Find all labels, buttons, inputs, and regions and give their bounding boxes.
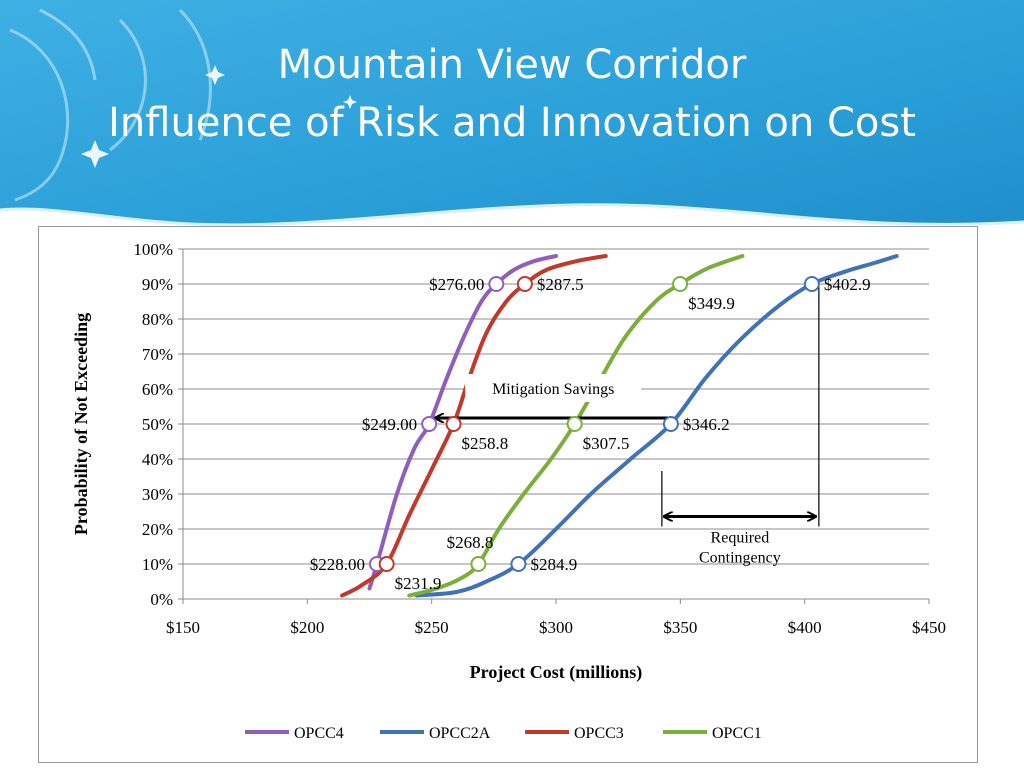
data-label: $258.8 — [462, 434, 509, 453]
x-tick-label: $450 — [912, 618, 946, 637]
y-tick-label: 0% — [150, 590, 173, 609]
x-tick-label: $200 — [290, 618, 324, 637]
slide-header-background — [0, 0, 1024, 227]
x-tick-label: $250 — [415, 618, 449, 637]
data-label: $349.9 — [688, 294, 735, 313]
marker-opcc3 — [445, 416, 462, 432]
slide-title-line-2: Influence of Risk and Innovation on Cost — [108, 100, 916, 146]
y-tick-label: 70% — [142, 345, 173, 364]
marker-opcc3 — [516, 276, 533, 292]
y-tick-label: 100% — [133, 240, 173, 259]
data-label: $284.9 — [530, 555, 577, 574]
y-tick-label: 30% — [142, 485, 173, 504]
x-tick-label: $150 — [166, 618, 200, 637]
series-line-opcc4 — [367, 254, 558, 591]
required-contingency-label-line-1: Required — [711, 530, 770, 547]
y-tick-label: 20% — [142, 520, 173, 539]
required-contingency-label-line-2: Contingency — [699, 550, 781, 567]
marker-opcc2a — [803, 276, 820, 292]
y-tick-label: 80% — [142, 310, 173, 329]
chart: 0% 10% 20% 30% 40% 50% 60% 70% 80% 90% 100% $150 $20… — [71, 240, 946, 742]
mitigation-savings-label: Mitigation Savings — [492, 381, 614, 398]
data-label: $276.00 — [429, 275, 484, 294]
legend-label-opcc3: OPCC3 — [574, 725, 624, 742]
x-axis-title: Project Cost (millions) — [470, 662, 643, 683]
data-label: $268.8 — [447, 533, 494, 552]
y-tick-label: 60% — [142, 380, 173, 399]
data-label: $346.2 — [683, 415, 730, 434]
slide-title-line-1: Mountain View Corridor — [277, 42, 747, 88]
data-label: $307.5 — [583, 434, 630, 453]
y-tick-label: 40% — [142, 450, 173, 469]
x-tick-label: $300 — [539, 618, 573, 637]
mitigation-savings-box — [465, 374, 642, 402]
marker-opcc1 — [566, 416, 583, 432]
legend-label-opcc1: OPCC1 — [712, 725, 762, 742]
data-label: $402.9 — [824, 275, 871, 294]
data-label: $249.00 — [362, 415, 417, 434]
marker-opcc4 — [421, 416, 438, 432]
x-tick-label: $400 — [788, 618, 822, 637]
y-tick-label: 10% — [142, 555, 173, 574]
data-label: $228.00 — [310, 555, 365, 574]
marker-opcc1 — [672, 276, 689, 292]
marker-opcc2a — [662, 416, 679, 432]
data-label: $231.9 — [395, 574, 442, 593]
marker-opcc3 — [378, 556, 395, 572]
data-label: $287.5 — [537, 275, 584, 294]
marker-opcc4 — [488, 276, 505, 292]
y-tick-label: 90% — [142, 275, 173, 294]
marker-opcc2a — [510, 556, 527, 572]
marker-opcc1 — [470, 556, 487, 572]
legend-label-opcc4: OPCC4 — [294, 725, 344, 742]
legend-label-opcc2a: OPCC2A — [429, 725, 491, 742]
chart-frame: 0% 10% 20% 30% 40% 50% 60% 70% 80% 90% 100% $150 $20… — [38, 226, 978, 763]
x-tick-label: $350 — [663, 618, 697, 637]
y-tick-label: 50% — [142, 415, 173, 434]
y-axis-title: Probability of Not Exceeding — [71, 313, 91, 535]
